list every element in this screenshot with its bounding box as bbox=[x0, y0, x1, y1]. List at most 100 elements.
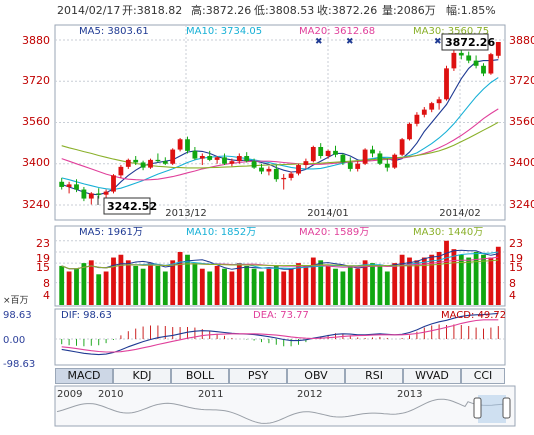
candle-body bbox=[88, 193, 94, 199]
low-callout: 3242.52 bbox=[97, 196, 157, 215]
legend-ma30: MA30: 3560.75 bbox=[413, 26, 489, 37]
volume-bar bbox=[362, 260, 368, 305]
candle bbox=[251, 158, 257, 169]
candle bbox=[325, 149, 331, 159]
volume-bar bbox=[59, 265, 65, 305]
vol-tick: 15 bbox=[36, 261, 50, 274]
candle bbox=[222, 153, 227, 166]
candle bbox=[236, 153, 242, 164]
tab-obv[interactable]: OBV bbox=[287, 368, 345, 384]
candle bbox=[362, 148, 368, 166]
vol-tick: 19 bbox=[509, 252, 523, 265]
tab-boll[interactable]: BOLL bbox=[171, 368, 229, 384]
candle bbox=[229, 158, 235, 167]
legend-ma20: MA20: 3612.68 bbox=[299, 26, 375, 37]
quote-open: 开:3818.82 bbox=[122, 4, 182, 17]
volume-axis-left: 23 19 15 8 4 bbox=[36, 237, 50, 302]
volume-bar bbox=[148, 263, 153, 305]
candle bbox=[259, 163, 264, 175]
candle-body bbox=[436, 99, 442, 104]
overview-year: 2009 bbox=[57, 389, 82, 400]
overview-year: 2010 bbox=[98, 389, 123, 400]
event-markers: ✖ ✖ ✖ bbox=[315, 37, 442, 47]
candle bbox=[177, 137, 183, 152]
candle bbox=[392, 153, 398, 169]
price-grid bbox=[55, 25, 505, 220]
candle-body bbox=[236, 156, 242, 162]
candle bbox=[414, 112, 420, 127]
candle bbox=[318, 143, 324, 159]
overview-year: 2013 bbox=[397, 389, 422, 400]
volume-bar bbox=[407, 257, 412, 305]
macd-legend-macd: MACD: 49.72 bbox=[441, 310, 506, 321]
candle-body bbox=[59, 181, 65, 187]
candle-body bbox=[229, 161, 235, 164]
overview-left-handle[interactable] bbox=[473, 397, 482, 419]
overview-panel[interactable] bbox=[54, 385, 516, 427]
overview-selection[interactable] bbox=[478, 395, 506, 423]
volume-bar bbox=[251, 268, 257, 305]
tab-wvad[interactable]: WVAD bbox=[403, 368, 461, 384]
volume-bar bbox=[429, 254, 435, 305]
candle bbox=[451, 50, 457, 71]
volume-bar bbox=[377, 265, 383, 305]
candle-body bbox=[273, 168, 279, 180]
macd-legend-dif: DIF: 98.63 bbox=[61, 310, 112, 321]
candle-body bbox=[259, 167, 264, 172]
price-tick: 3720 bbox=[22, 74, 50, 87]
volume-legend: MA5: 1961万 MA10: 1852万 MA20: 1589万 MA30:… bbox=[79, 227, 483, 238]
volume-bar bbox=[392, 263, 398, 305]
candle-body bbox=[384, 163, 390, 168]
candle bbox=[88, 192, 94, 205]
volume-bar bbox=[96, 274, 102, 305]
macd-tick: 98.63 bbox=[3, 310, 32, 321]
volume-bar bbox=[192, 263, 198, 305]
macd-tick: -98.63 bbox=[3, 359, 35, 370]
overview-right-handle[interactable] bbox=[502, 397, 511, 419]
candle-body bbox=[340, 154, 346, 163]
macd-legend-dea: DEA: 73.77 bbox=[253, 310, 309, 321]
volume-bar bbox=[244, 265, 250, 305]
candle-body bbox=[133, 159, 139, 163]
candle bbox=[281, 174, 287, 190]
tab-psy[interactable]: PSY bbox=[229, 368, 287, 384]
candle-body bbox=[125, 159, 131, 167]
volume-bar bbox=[222, 268, 227, 305]
candle bbox=[133, 156, 139, 166]
event-marker-icon: ✖ bbox=[346, 37, 354, 47]
candle-body bbox=[399, 139, 405, 155]
volume-bar bbox=[340, 271, 346, 305]
candle-body bbox=[170, 149, 176, 164]
candle-body bbox=[296, 165, 301, 174]
tab-macd[interactable]: MACD bbox=[55, 368, 113, 384]
candle bbox=[436, 96, 442, 110]
ma-line-ma30 bbox=[61, 121, 499, 169]
volume-bar bbox=[325, 265, 331, 305]
tab-rsi[interactable]: RSI bbox=[345, 368, 403, 384]
quote-volume: 量:2086万 bbox=[382, 4, 436, 17]
candle-body bbox=[96, 193, 102, 195]
volume-bar bbox=[229, 271, 235, 305]
candle-body bbox=[162, 161, 168, 164]
tab-kdj[interactable]: KDJ bbox=[113, 368, 171, 384]
date-label: 2014/02 bbox=[439, 208, 481, 219]
candle-body bbox=[214, 157, 220, 160]
candle bbox=[192, 146, 198, 160]
candle-body bbox=[392, 154, 398, 168]
volume-bar bbox=[170, 260, 176, 305]
candle bbox=[111, 174, 116, 194]
overview-years: 2009 2010 2011 2012 2013 bbox=[57, 389, 422, 400]
candle-body bbox=[318, 146, 324, 157]
volume-bar bbox=[288, 268, 294, 305]
price-tick: 3240 bbox=[22, 198, 50, 211]
volume-ma-line-30 bbox=[61, 259, 499, 270]
candle bbox=[207, 150, 213, 162]
candle-body bbox=[266, 168, 272, 172]
volume-bar bbox=[303, 265, 309, 305]
tab-cci[interactable]: CCI bbox=[461, 368, 505, 384]
volume-bar bbox=[347, 265, 353, 305]
volume-bar bbox=[88, 260, 94, 305]
vol-tick: 4 bbox=[43, 289, 50, 302]
